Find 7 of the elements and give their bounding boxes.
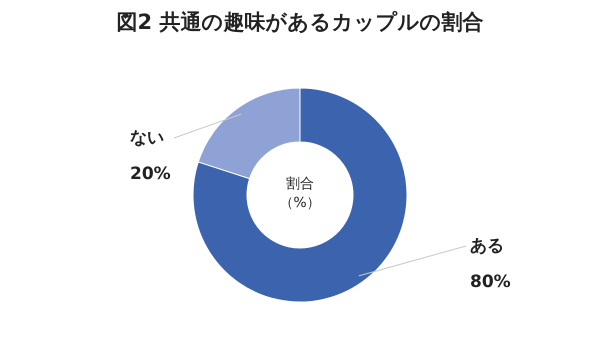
donut-slice xyxy=(192,88,408,302)
data-label: 20% xyxy=(130,163,171,186)
chart-title: 図2 共通の趣味があるカップルの割合 xyxy=(116,9,484,36)
slice-label: ある xyxy=(470,235,505,258)
text: 割合（%） xyxy=(278,175,322,213)
slice-label: ない xyxy=(130,127,165,150)
data-label: 80% xyxy=(470,271,511,294)
